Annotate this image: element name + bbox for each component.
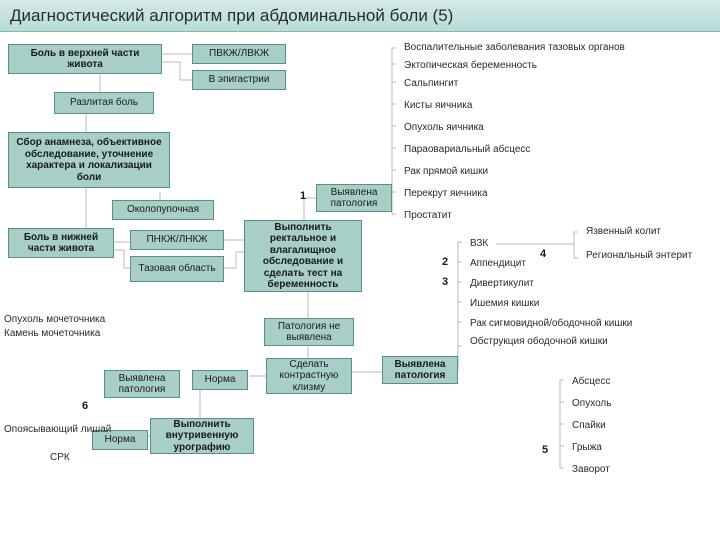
label-p_tumor_ov: Опухоль яичника bbox=[404, 122, 484, 134]
label-p_adhes: Спайки bbox=[572, 420, 606, 432]
box-epigastric: В эпигастрии bbox=[192, 70, 286, 90]
box-lower_pain: Боль в нижней части живота bbox=[8, 228, 114, 258]
label-p_divert: Дивертикулит bbox=[470, 278, 534, 290]
num-n4: 4 bbox=[540, 248, 546, 260]
label-p_hernia: Грыжа bbox=[572, 442, 602, 454]
box-anamnesis: Сбор анамнеза, объективное обследование,… bbox=[8, 132, 170, 188]
label-p_inflam: Воспалительные заболевания тазовых орган… bbox=[404, 42, 625, 54]
label-p_append: Аппендицит bbox=[470, 258, 526, 270]
box-path_found_2: Выявлена патология bbox=[104, 370, 180, 398]
label-p_prost: Простатит bbox=[404, 210, 452, 222]
num-n2: 2 bbox=[442, 256, 448, 268]
label-p_volv: Заворот bbox=[572, 464, 610, 476]
num-n3: 3 bbox=[442, 276, 448, 288]
box-periumbilical: Околопупочная bbox=[112, 200, 214, 220]
box-diffuse: Разлитая боль bbox=[54, 92, 154, 114]
num-n1: 1 bbox=[300, 190, 306, 202]
label-p_abscess2: Абсцесс bbox=[572, 376, 610, 388]
box-path_found_1: Выявлена патология bbox=[316, 184, 392, 212]
box-path_found_3: Выявлена патология bbox=[382, 356, 458, 384]
box-pelvic: Тазовая область bbox=[130, 256, 224, 282]
label-p_srk: СРК bbox=[50, 452, 70, 464]
label-p_ulc_col: Язвенный колит bbox=[586, 226, 661, 238]
label-p_salp: Сальпингит bbox=[404, 78, 458, 90]
page-title: Диагностический алгоритм при абдоминальн… bbox=[10, 6, 453, 26]
box-norma_1: Норма bbox=[192, 370, 248, 390]
label-p_ectopic: Эктопическая беременность bbox=[404, 60, 537, 72]
label-p_ureter_s: Камень мочеточника bbox=[4, 328, 100, 340]
label-p_tumor2: Опухоль bbox=[572, 398, 611, 410]
box-urography: Выполнить внутривенную урографию bbox=[150, 418, 254, 454]
box-pnkzh: ПНКЖ/ЛНКЖ bbox=[130, 230, 224, 250]
num-n6: 6 bbox=[82, 400, 88, 412]
label-p_abscess: Параовариальный абсцесс bbox=[404, 144, 530, 156]
box-rectal: Выполнить ректальное и влагалищное обсле… bbox=[244, 220, 362, 292]
label-p_rectal_ca: Рак прямой кишки bbox=[404, 166, 488, 178]
label-p_herpes: Опоясывающий лишай bbox=[4, 424, 111, 436]
label-p_ureter_t: Опухоль мочеточника bbox=[4, 314, 105, 326]
title-bar: Диагностический алгоритм при абдоминальн… bbox=[0, 0, 720, 32]
num-n5: 5 bbox=[542, 444, 548, 456]
label-p_obstr: Обструкция ободочной кишки bbox=[470, 336, 608, 348]
box-path_not_found: Патология не выявлена bbox=[264, 318, 354, 346]
label-p_torsion: Перекрут яичника bbox=[404, 188, 488, 200]
label-p_reg_ent: Региональный энтерит bbox=[586, 250, 692, 262]
box-enema: Сделать контрастную клизму bbox=[266, 358, 352, 394]
box-pvkzh: ПВКЖ/ЛВКЖ bbox=[192, 44, 286, 64]
label-p_vzk: ВЗК bbox=[470, 238, 488, 250]
label-p_sigmoid: Рак сигмовидной/ободочной кишки bbox=[470, 318, 632, 330]
diagram-canvas: Боль в верхней части живота Разлитая боль… bbox=[0, 32, 720, 540]
label-p_cyst: Кисты яичника bbox=[404, 100, 472, 112]
box-upper_pain: Боль в верхней части живота bbox=[8, 44, 162, 74]
label-p_isch: Ишемия кишки bbox=[470, 298, 539, 310]
